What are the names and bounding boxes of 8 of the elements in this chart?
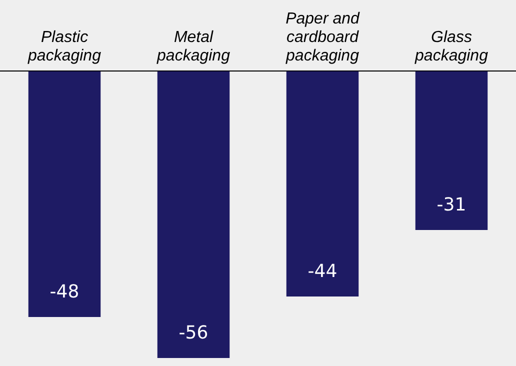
x-tick-label: Plastic packaging <box>27 29 102 64</box>
x-tick-label: Metal packaging <box>156 29 230 64</box>
data-label: -48 <box>50 282 80 303</box>
data-label: -31 <box>436 194 466 216</box>
x-tick-label: Paper and cardboard packaging <box>285 10 361 64</box>
data-label: -56 <box>178 322 208 344</box>
data-label: -44 <box>308 261 338 282</box>
x-tick-label: Glass packaging <box>414 29 488 64</box>
